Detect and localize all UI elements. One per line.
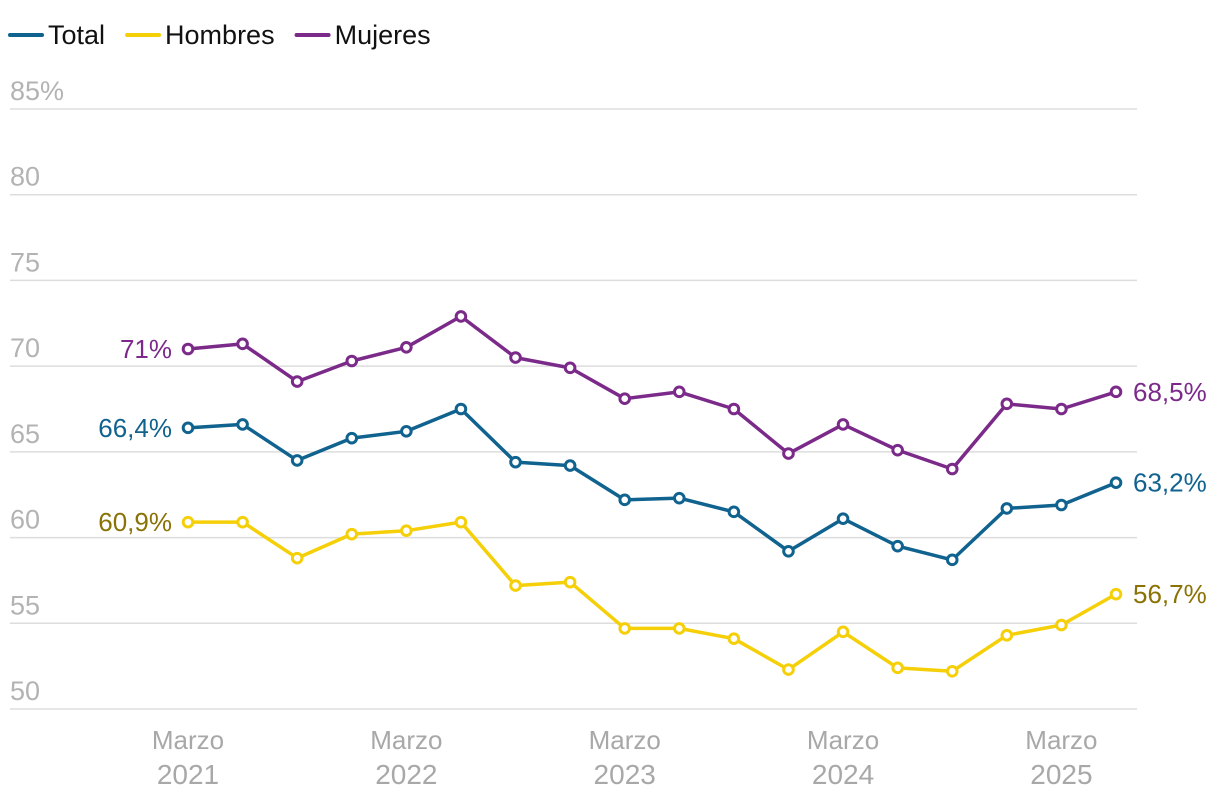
y-tick-label-80: 80: [10, 162, 40, 192]
x-tick-year-2023: 2023: [594, 759, 656, 790]
point-mujeres-13: [891, 443, 904, 457]
point-total-1: [236, 418, 249, 431]
point-hombres-14: [945, 664, 959, 678]
x-tick-month-2022: Marzo: [370, 725, 442, 755]
legend-label-total: Total: [48, 20, 105, 50]
point-mujeres-11: [782, 447, 795, 460]
y-tick-label-60: 60: [10, 505, 40, 535]
point-mujeres-17: [1109, 385, 1123, 399]
x-tick-month-2023: Marzo: [589, 725, 661, 755]
label-first-hombres: 60,9%: [98, 507, 172, 537]
legend-item-total: Total: [8, 20, 105, 50]
point-hombres-2: [290, 551, 304, 565]
point-mujeres-3: [345, 354, 359, 368]
point-total-14: [945, 553, 959, 567]
point-total-2: [290, 454, 304, 467]
y-tick-label-75: 75: [10, 247, 40, 277]
point-hombres-11: [782, 663, 795, 676]
point-total-12: [836, 512, 850, 526]
y-tick-label-50: 50: [10, 676, 40, 706]
point-mujeres-8: [618, 392, 632, 406]
x-tick-month-2021: Marzo: [152, 725, 224, 755]
label-last-total: 63,2%: [1133, 468, 1207, 498]
point-mujeres-5: [454, 310, 468, 323]
point-mujeres-7: [563, 361, 577, 375]
point-hombres-10: [727, 632, 741, 646]
point-mujeres-4: [400, 340, 413, 354]
point-hombres-16: [1055, 618, 1068, 632]
point-mujeres-12: [836, 418, 850, 431]
point-total-3: [345, 431, 359, 445]
point-mujeres-6: [509, 351, 522, 364]
point-hombres-9: [672, 622, 686, 635]
point-total-15: [1000, 502, 1014, 515]
legend-label-mujeres: Mujeres: [335, 20, 431, 50]
line-hombres: [186, 520, 1118, 674]
point-hombres-0: [181, 515, 195, 529]
point-total-13: [891, 539, 904, 553]
point-total-11: [782, 544, 795, 558]
gridlines: [10, 108, 1137, 710]
series-points: [181, 310, 1123, 678]
point-total-5: [454, 402, 468, 416]
x-axis: Marzo 2021 Marzo 2022 Marzo 2023 Marzo 2024 Marz…: [152, 725, 1098, 790]
point-hombres-13: [891, 661, 904, 675]
y-axis: 85% 80 75 70 65 60 55 50: [10, 76, 64, 706]
point-total-17: [1109, 476, 1123, 490]
point-total-4: [400, 424, 413, 438]
point-mujeres-10: [727, 402, 741, 416]
point-hombres-3: [345, 527, 359, 541]
label-first-total: 66,4%: [98, 413, 172, 443]
point-hombres-4: [400, 524, 413, 538]
y-tick-label-65: 65: [10, 419, 40, 449]
point-hombres-17: [1109, 587, 1123, 601]
point-mujeres-15: [1000, 397, 1014, 411]
x-tick-year-2021: 2021: [157, 759, 219, 790]
point-total-6: [509, 455, 522, 469]
point-total-0: [181, 421, 195, 435]
point-hombres-12: [836, 625, 850, 639]
legend-item-mujeres: Mujeres: [294, 20, 431, 50]
x-tick-month-2024: Marzo: [807, 725, 879, 755]
point-hombres-7: [563, 575, 577, 589]
label-first-mujeres: 71%: [120, 334, 172, 364]
point-hombres-15: [1000, 628, 1014, 642]
point-total-10: [727, 505, 741, 519]
point-total-8: [618, 493, 632, 507]
point-mujeres-0: [181, 342, 195, 356]
point-mujeres-14: [945, 462, 959, 476]
legend-label-hombres: Hombres: [165, 20, 275, 50]
point-hombres-1: [236, 515, 249, 529]
y-tick-label-85: 85%: [10, 76, 64, 106]
point-hombres-6: [509, 579, 522, 592]
point-total-16: [1055, 498, 1068, 512]
x-tick-year-2025: 2025: [1030, 759, 1092, 790]
point-total-9: [672, 491, 686, 505]
x-tick-month-2025: Marzo: [1025, 725, 1097, 755]
point-mujeres-16: [1055, 402, 1068, 416]
x-tick-year-2024: 2024: [812, 759, 874, 790]
y-tick-label-55: 55: [10, 590, 40, 620]
point-hombres-5: [454, 515, 468, 529]
label-last-hombres: 56,7%: [1133, 579, 1207, 609]
x-tick-year-2022: 2022: [375, 759, 437, 790]
point-total-7: [563, 459, 577, 472]
point-mujeres-9: [672, 385, 686, 399]
y-tick-label-70: 70: [10, 333, 40, 363]
line-mujeres: [186, 314, 1118, 471]
series-lines: [186, 314, 1118, 674]
point-mujeres-2: [290, 375, 304, 388]
label-last-mujeres: 68,5%: [1133, 377, 1207, 407]
point-mujeres-1: [236, 337, 249, 351]
line-total: [186, 407, 1118, 562]
legend: Total Hombres Mujeres: [8, 20, 431, 50]
point-hombres-8: [618, 622, 632, 635]
data-labels: 66,4% 63,2% 60,9% 56,7% 71% 68,5%: [98, 334, 1206, 609]
legend-item-hombres: Hombres: [125, 20, 275, 50]
